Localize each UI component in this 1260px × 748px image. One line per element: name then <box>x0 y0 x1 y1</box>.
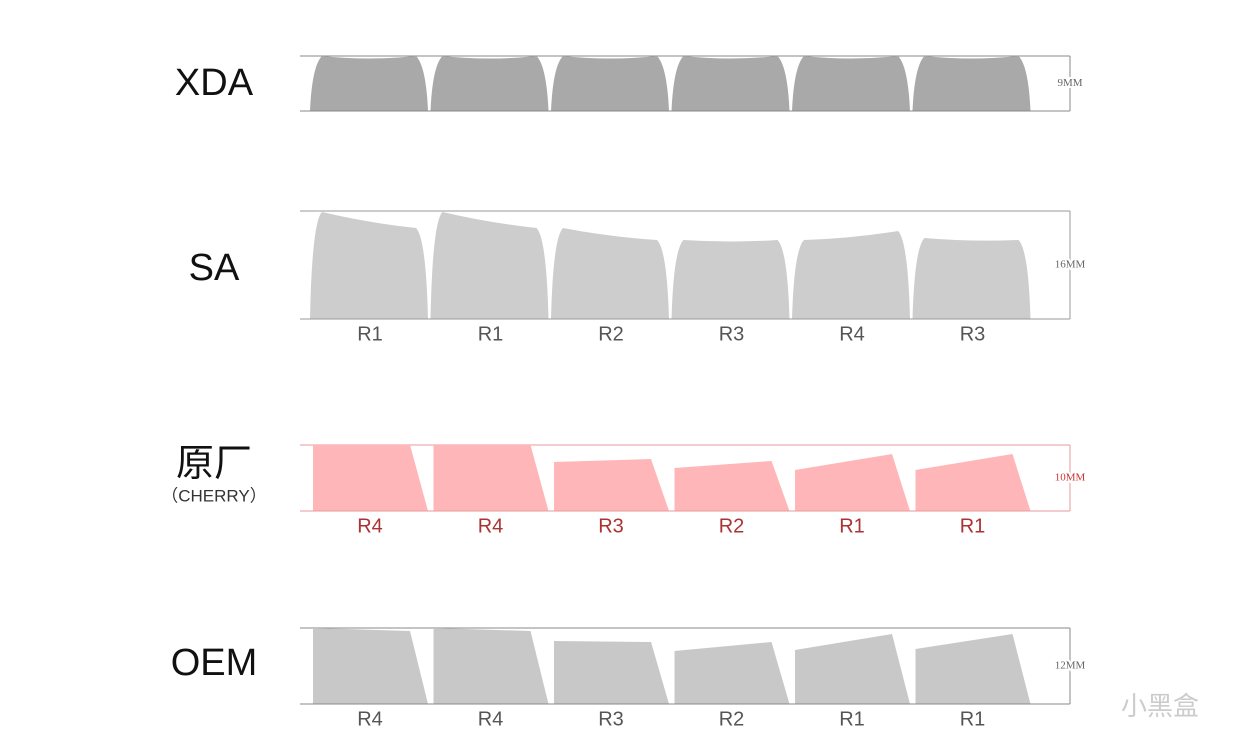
row-label: R1 <box>839 515 865 537</box>
keycap <box>912 238 1031 319</box>
keycap <box>430 56 549 111</box>
keycap <box>674 642 790 704</box>
keycap <box>433 628 549 704</box>
profile-name: XDA <box>175 62 254 104</box>
row-label: R3 <box>598 515 624 537</box>
row-label: R2 <box>719 515 745 537</box>
keycap <box>792 56 910 111</box>
row-label: R3 <box>960 323 986 345</box>
keycap <box>795 634 910 704</box>
row-label: R1 <box>839 708 865 730</box>
profile-subname: （CHERRY） <box>161 486 266 505</box>
keycap <box>551 228 669 319</box>
row-label: R1 <box>960 708 986 730</box>
row-label: R4 <box>357 515 383 537</box>
row-label: R4 <box>478 515 504 537</box>
keycap <box>554 459 669 511</box>
keycap <box>551 56 669 111</box>
row-label: R1 <box>357 323 383 345</box>
height-label: 9MM <box>1057 77 1082 89</box>
height-label: 12MM <box>1055 660 1086 672</box>
keycap <box>310 212 428 319</box>
profile-name: OEM <box>171 642 258 684</box>
row-label: R4 <box>839 323 865 345</box>
row-label: R1 <box>478 323 504 345</box>
keycap <box>313 445 428 511</box>
keycap <box>433 445 549 511</box>
row-label: R1 <box>960 515 986 537</box>
row-label: R2 <box>719 708 745 730</box>
row-label: R3 <box>598 708 624 730</box>
keycap <box>912 56 1031 111</box>
keycap <box>792 231 910 319</box>
keycap <box>313 628 428 704</box>
keycap <box>915 634 1031 704</box>
keycap <box>430 212 549 319</box>
keycap <box>310 56 428 111</box>
keycap <box>554 641 669 704</box>
keycap <box>671 56 790 111</box>
row-label: R3 <box>719 323 745 345</box>
height-label: 10MM <box>1055 472 1086 484</box>
keycap <box>915 454 1031 511</box>
keycap <box>674 461 790 511</box>
row-label: R4 <box>357 708 383 730</box>
row-label: R2 <box>598 323 624 345</box>
keycap <box>795 454 910 511</box>
row-label: R4 <box>478 708 504 730</box>
keycap <box>671 240 790 319</box>
profile-name: SA <box>189 247 240 289</box>
profile-name: 原厂 <box>176 443 252 485</box>
height-label: 16MM <box>1055 259 1086 271</box>
watermark: 小黑盒 <box>1121 691 1199 721</box>
